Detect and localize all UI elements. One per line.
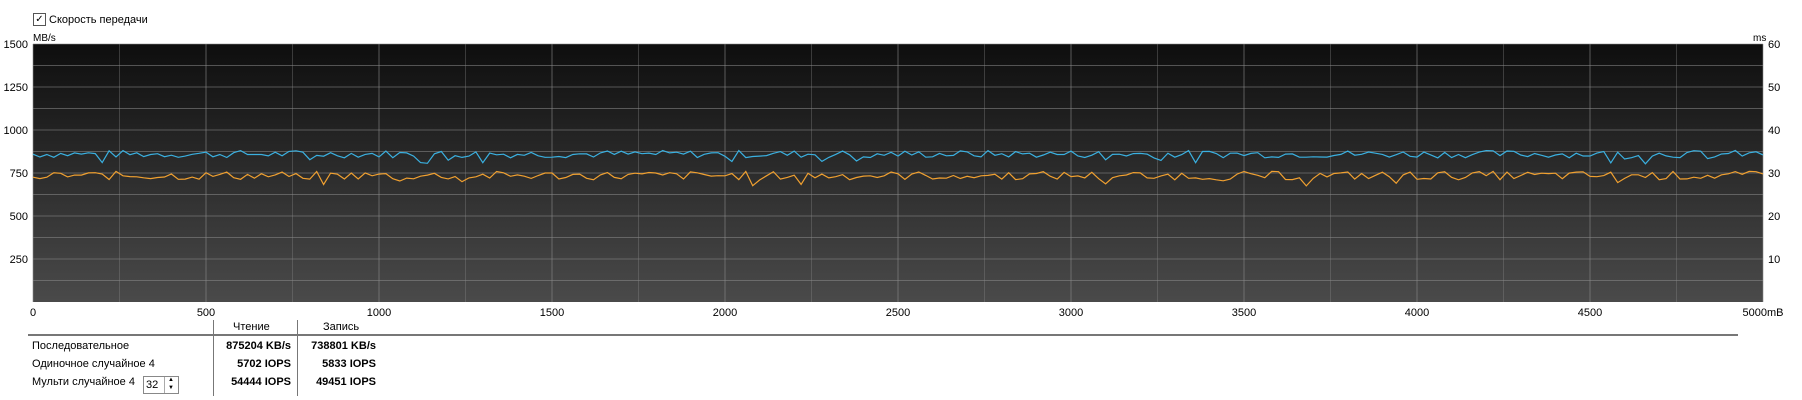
transfer-speed-label: Скорость передачи (49, 13, 148, 26)
sequential-write-value: 738801 KB/s (311, 340, 376, 352)
write-header: Запись (323, 321, 360, 333)
x-tick-label: 500 (197, 307, 215, 319)
y-right-tick-label: 60 (1768, 39, 1780, 51)
y-right-tick-label: 50 (1768, 82, 1780, 94)
sequential-read-value: 875204 KB/s (226, 340, 291, 352)
multi-random-write-value: 49451 IOPS (316, 376, 376, 388)
y-right-tick-label: 30 (1768, 168, 1780, 180)
left-axis-unit: MB/s (33, 33, 56, 44)
single-random-read-value: 5702 IOPS (237, 358, 291, 370)
y-right-tick-label: 10 (1768, 254, 1780, 266)
series-lines (32, 149, 1764, 187)
spinner-down-icon[interactable]: ▼ (168, 385, 174, 391)
spinner-up-icon[interactable]: ▲ (168, 377, 174, 383)
x-tick-label: 4000 (1405, 307, 1429, 319)
row-label-multi-random: Мульти случайное 4 (32, 376, 135, 388)
read-header: Чтение (233, 321, 270, 333)
y-left-tick-label: 750 (10, 168, 28, 180)
transfer-speed-checkbox-row[interactable]: ✓ Скорость передачи (33, 13, 148, 26)
y-left-tick-label: 1250 (4, 82, 28, 94)
single-random-write-value: 5833 IOPS (322, 358, 376, 370)
column-divider-read (213, 320, 214, 396)
y-left-tick-label: 500 (10, 211, 28, 223)
header-divider (28, 334, 1738, 336)
y-left-tick-label: 1000 (4, 125, 28, 137)
y-right-tick-label: 20 (1768, 211, 1780, 223)
x-tick-label: 0 (30, 307, 36, 319)
tick-labels: 1500 1250 1000 750 500 250 60 50 40 30 20 10 0 500 100… (4, 39, 1784, 319)
x-tick-label: 3000 (1059, 307, 1083, 319)
transfer-speed-checkbox[interactable]: ✓ (33, 13, 46, 26)
row-label-single-random: Одиночное случайное 4 (32, 358, 155, 370)
x-tick-label: 1000 (367, 307, 391, 319)
grid-lines (32, 43, 1764, 302)
column-divider-write (297, 320, 298, 396)
x-tick-label: 5000mB (1743, 307, 1784, 319)
queue-depth-spinner[interactable]: 32 ▲ ▼ (143, 376, 179, 394)
y-right-tick-label: 40 (1768, 125, 1780, 137)
x-tick-label: 1500 (540, 307, 564, 319)
x-tick-label: 3500 (1232, 307, 1256, 319)
results-table: Чтение Запись Последовательное 875204 KB… (28, 320, 1738, 400)
series-line-0 (32, 149, 1764, 165)
x-tick-label: 4500 (1578, 307, 1602, 319)
multi-random-read-value: 54444 IOPS (231, 376, 291, 388)
y-left-tick-label: 250 (10, 254, 28, 266)
x-tick-label: 2000 (713, 307, 737, 319)
transfer-speed-chart: 1500 1250 1000 750 500 250 60 50 40 30 20 10 0 500 100… (4, 39, 1784, 319)
series-line-1 (32, 170, 1764, 187)
row-label-sequential: Последовательное (32, 340, 130, 352)
queue-depth-value[interactable]: 32 (146, 379, 159, 391)
x-tick-label: 2500 (886, 307, 910, 319)
right-axis-unit: ms (1753, 33, 1767, 44)
y-left-tick-label: 1500 (4, 39, 28, 51)
